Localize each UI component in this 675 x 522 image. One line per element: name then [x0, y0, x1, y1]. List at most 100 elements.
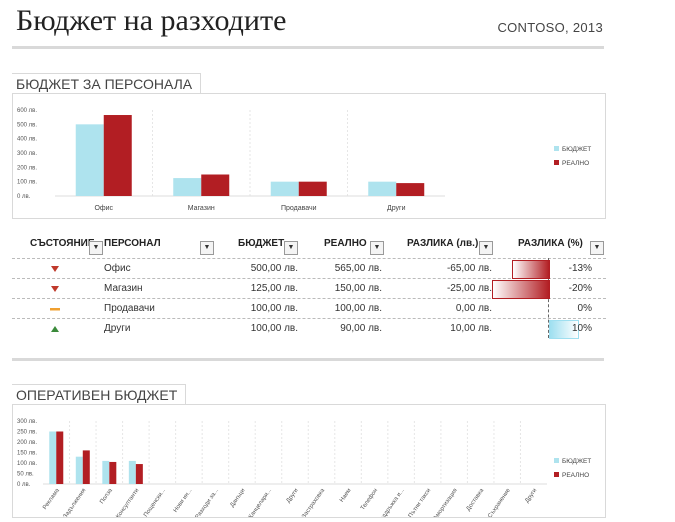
pct-positive-bar: [549, 320, 579, 339]
operating-category-label: Разходи за...: [195, 487, 221, 517]
operating-legend-label: БЮДЖЕТ: [562, 458, 591, 465]
operating-category-label: Канцелари...: [248, 487, 273, 517]
personnel-chart-panel: 600 лв. 500 лв. 400 лв. 300 лв. 200 лв. 100 л…: [12, 93, 606, 219]
operating-category-label: Телефон: [360, 488, 379, 512]
filter-personnel-button[interactable]: ▼: [200, 241, 214, 255]
cell-budget: 125,00 лв.: [250, 283, 298, 294]
operating-category-label: Амортизация: [433, 488, 459, 517]
personnel-bar-actual: [396, 183, 425, 196]
operating-category-label: Други: [524, 488, 538, 504]
header-actual: РЕАЛНО: [324, 238, 367, 249]
operating-category-label: Нови ин...: [173, 487, 194, 513]
row-divider: [12, 278, 606, 279]
filter-diff-button[interactable]: ▼: [479, 241, 493, 255]
operating-category-label: Пощенски...: [143, 487, 167, 517]
table-row: Магазин 125,00 лв. 150,00 лв. -25,00 лв. -20…: [12, 279, 606, 299]
operating-category-label: Консултанти: [116, 488, 141, 517]
company-label: CONTOSO, 2013: [497, 20, 603, 35]
cell-pct: 10%: [571, 323, 592, 334]
filter-pct-button[interactable]: ▼: [590, 241, 604, 255]
status-down-icon: [51, 286, 59, 292]
personnel-y-tick-label: 100 лв.: [17, 180, 37, 186]
operating-category-label: Задължения: [63, 488, 88, 517]
operating-y-tick-label: 100 лв.: [17, 461, 37, 467]
cell-personnel: Офис: [104, 263, 131, 274]
operating-y-tick-label: 0 лв.: [17, 482, 31, 488]
personnel-section-title: БЮДЖЕТ ЗА ПЕРСОНАЛА: [12, 73, 202, 94]
personnel-bar-budget: [270, 181, 299, 196]
personnel-bar-budget: [75, 124, 104, 196]
operating-category-label: Данъци: [229, 488, 246, 509]
personnel-category-label: Магазин: [188, 205, 215, 212]
operating-category-label: Пътни такси: [408, 488, 433, 517]
row-divider: [12, 318, 606, 319]
filter-status-button[interactable]: ▼: [89, 241, 103, 255]
cell-pct: 0%: [577, 303, 592, 314]
table-row: Офис 500,00 лв. 565,00 лв. -65,00 лв. -13%: [12, 259, 606, 279]
personnel-bar-budget: [368, 181, 397, 196]
cell-diff: -25,00 лв.: [446, 283, 492, 294]
operating-category-label: Доставка: [466, 487, 486, 512]
table-row: Други 100,00 лв. 90,00 лв. 10,00 лв. 10%: [12, 319, 606, 339]
cell-diff: 10,00 лв.: [450, 323, 492, 334]
operating-bar-actual: [56, 431, 64, 484]
operating-bar-actual: [135, 464, 143, 484]
personnel-legend-label: РЕАЛНО: [562, 160, 589, 167]
operating-category-label: Съхранение: [487, 487, 512, 517]
operating-y-tick-label: 250 лв.: [17, 430, 37, 436]
personnel-category-label: Продавачи: [281, 205, 317, 212]
operating-y-tick-label: 50 лв.: [17, 472, 34, 478]
cell-actual: 90,00 лв.: [340, 323, 382, 334]
operating-section-title: ОПЕРАТИВЕН БЮДЖЕТ: [12, 384, 187, 405]
filter-actual-button[interactable]: ▼: [370, 241, 384, 255]
header-divider: [12, 46, 604, 49]
operating-category-label: Поддръжка и...: [377, 487, 406, 517]
operating-chart-panel: 300 лв. 250 лв. 200 лв. 150 лв. 100 лв. 50 лв…: [12, 404, 606, 522]
status-flat-icon: [50, 308, 60, 311]
row-divider: [12, 258, 606, 259]
personnel-y-tick-label: 300 лв.: [17, 151, 37, 157]
cell-diff: 0,00 лв.: [455, 303, 492, 314]
personnel-y-tick-label: 500 лв.: [17, 122, 37, 128]
pct-negative-bar: [492, 280, 550, 299]
personnel-bar-budget: [173, 178, 202, 196]
personnel-y-tick-label: 200 лв.: [17, 165, 37, 171]
cell-actual: 150,00 лв.: [334, 283, 382, 294]
filter-budget-button[interactable]: ▼: [284, 241, 298, 255]
operating-legend-swatch: [554, 472, 559, 477]
operating-bar-budget: [128, 460, 136, 484]
operating-legend-swatch: [554, 458, 559, 463]
table-row: Продавачи 100,00 лв. 100,00 лв. 0,00 лв. 0%: [12, 299, 606, 319]
personnel-y-tick-label: 600 лв.: [17, 108, 37, 114]
operating-bar-budget: [49, 431, 57, 484]
row-divider: [12, 298, 606, 299]
personnel-bar-actual: [201, 174, 230, 196]
cell-budget: 100,00 лв.: [250, 323, 298, 334]
operating-category-label: Реклама: [42, 487, 61, 511]
header-personnel: ПЕРСОНАЛ: [104, 238, 161, 249]
cell-actual: 565,00 лв.: [334, 263, 382, 274]
personnel-legend-label: БЮДЖЕТ: [562, 146, 591, 153]
operating-category-label: Други: [286, 488, 300, 504]
status-down-icon: [51, 266, 59, 272]
operating-category-label: Застраховка: [301, 487, 326, 517]
personnel-y-tick-label: 0 лв.: [17, 194, 31, 200]
operating-category-label: Наем: [339, 488, 353, 504]
operating-y-tick-label: 150 лв.: [17, 451, 37, 457]
operating-legend-label: РЕАЛНО: [562, 472, 589, 479]
personnel-legend-swatch: [554, 160, 559, 165]
page-title: Бюджет на разходите: [16, 4, 287, 37]
operating-bar-budget: [102, 460, 110, 484]
header-status: СЪСТОЯНИЕ: [30, 238, 95, 249]
operating-y-tick-label: 300 лв.: [17, 419, 37, 425]
operating-y-tick-label: 200 лв.: [17, 440, 37, 446]
personnel-category-label: Други: [387, 205, 406, 212]
cell-budget: 100,00 лв.: [250, 303, 298, 314]
cell-actual: 100,00 лв.: [334, 303, 382, 314]
personnel-bar-actual: [103, 115, 132, 196]
cell-personnel: Други: [104, 323, 131, 334]
personnel-y-tick-label: 400 лв.: [17, 137, 37, 143]
cell-diff: -65,00 лв.: [446, 263, 492, 274]
header-pct: РАЗЛИКА (%): [518, 238, 583, 249]
header-budget: БЮДЖЕТ: [238, 238, 285, 249]
